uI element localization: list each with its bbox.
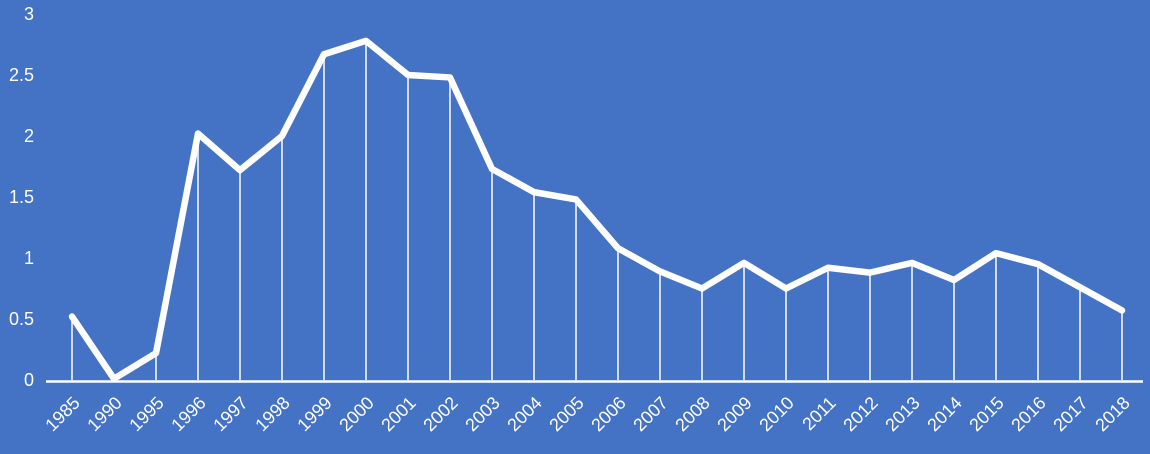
y-axis-tick-label: 1 xyxy=(24,248,34,268)
x-axis-tick-label: 2012 xyxy=(839,393,881,435)
x-axis-tick-label: 2001 xyxy=(377,393,419,435)
x-axis-tick-label: 2004 xyxy=(503,393,545,435)
x-axis-tick-label: 1995 xyxy=(125,393,167,435)
x-axis-tick-label: 2002 xyxy=(419,393,461,435)
x-axis-tick-label: 1999 xyxy=(293,393,335,435)
x-axis-tick-label: 1996 xyxy=(167,393,209,435)
x-axis-tick-label: 2011 xyxy=(798,393,840,435)
x-axis-tick-label: 1997 xyxy=(209,393,251,435)
x-axis-tick-label: 2013 xyxy=(881,393,923,435)
x-axis-tick-label: 2016 xyxy=(1007,393,1049,435)
x-axis-tick-label: 2017 xyxy=(1049,393,1091,435)
x-axis-tick-label: 2006 xyxy=(587,393,629,435)
x-axis-tick-label: 2018 xyxy=(1091,393,1133,435)
x-axis-tick-label: 2000 xyxy=(335,393,377,435)
x-axis-tick-label: 1985 xyxy=(41,393,83,435)
x-axis-tick-label: 2005 xyxy=(545,393,587,435)
x-axis-tick-label: 2008 xyxy=(671,393,713,435)
y-axis-tick-label: 1.5 xyxy=(9,187,34,207)
x-axis-tick-label: 1990 xyxy=(83,393,125,435)
x-axis-tick-label: 2007 xyxy=(629,393,671,435)
x-axis-tick-label: 1998 xyxy=(251,393,293,435)
series-line xyxy=(68,37,1126,383)
y-axis-tick-label: 0 xyxy=(24,370,34,390)
x-axis-tick-label: 2010 xyxy=(755,393,797,435)
y-axis-tick-label: 3 xyxy=(24,4,34,24)
y-axis-tick-label: 2 xyxy=(24,126,34,146)
x-axis-tick-label: 2015 xyxy=(965,393,1007,435)
x-axis-tick-label: 2014 xyxy=(923,393,965,435)
y-axis-tick-label: 0.5 xyxy=(9,309,34,329)
x-axis-tick-label: 2009 xyxy=(713,393,755,435)
x-axis-tick-label: 2003 xyxy=(461,393,503,435)
y-axis-tick-label: 2.5 xyxy=(9,65,34,85)
